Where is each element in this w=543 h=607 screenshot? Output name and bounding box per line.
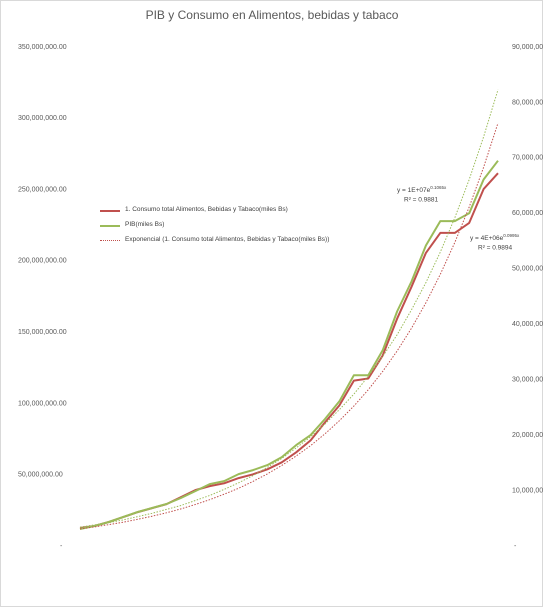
- y2-tick-label: 50,000,000.00: [512, 266, 543, 273]
- y-tick-label: 50,000,000.00: [18, 472, 63, 479]
- legend-item: PIB(miles Bs): [100, 221, 350, 229]
- legend-item: 1. Consumo total Alimentos, Bebidas y Ta…: [100, 206, 350, 214]
- trend-r2: R² = 0.9894: [478, 245, 513, 252]
- legend-label: 1. Consumo total Alimentos, Bebidas y Ta…: [125, 206, 288, 213]
- legend-label: PIB(miles Bs): [125, 221, 165, 228]
- equation-exponent: 0.1065x: [430, 185, 447, 190]
- y2-tick-label: -: [514, 543, 517, 550]
- y2-tick-label: 40,000,000.00: [512, 321, 543, 328]
- y2-tick-label: 90,000,000.00: [512, 44, 543, 51]
- y2-tick-label: 10,000,000.00: [512, 487, 543, 494]
- y-tick-label: 150,000,000.00: [18, 329, 67, 336]
- legend-label: Exponencial (1. Consumo total Alimentos,…: [125, 236, 330, 243]
- chart-title: PIB y Consumo en Alimentos, bebidas y ta…: [146, 8, 399, 22]
- y2-tick-label: 80,000,000.00: [512, 99, 543, 106]
- y2-tick-label: 60,000,000.00: [512, 210, 543, 217]
- legend-swatch: [100, 240, 120, 241]
- trend-equation: y = 1E+07e0.1065x: [397, 185, 447, 194]
- y2-tick-label: 70,000,000.00: [512, 155, 543, 162]
- equation-exponent: 0.0995x: [503, 233, 520, 238]
- legend-swatch: [100, 225, 120, 227]
- y-tick-label: 200,000,000.00: [18, 258, 67, 265]
- series-line: [79, 160, 499, 530]
- y-tick-label: -: [60, 543, 63, 550]
- y-tick-label: 300,000,000.00: [18, 115, 67, 122]
- trend-line: [79, 89, 499, 528]
- legend-swatch: [100, 210, 120, 212]
- trend-equation: y = 4E+06e0.0995x: [470, 233, 520, 242]
- trend-line: [79, 122, 499, 530]
- y-tick-label: 100,000,000.00: [18, 400, 67, 407]
- legend-item: Exponencial (1. Consumo total Alimentos,…: [100, 236, 350, 244]
- trend-r2: R² = 0.9881: [404, 197, 439, 204]
- equation-base: y = 1E+07e: [397, 187, 431, 194]
- legend: 1. Consumo total Alimentos, Bebidas y Ta…: [100, 206, 350, 251]
- y-tick-label: 250,000,000.00: [18, 186, 67, 193]
- y-tick-label: 350,000,000.00: [18, 44, 67, 51]
- y2-tick-label: 20,000,000.00: [512, 432, 543, 439]
- y2-tick-label: 30,000,000.00: [512, 377, 543, 384]
- equation-base: y = 4E+06e: [470, 235, 504, 242]
